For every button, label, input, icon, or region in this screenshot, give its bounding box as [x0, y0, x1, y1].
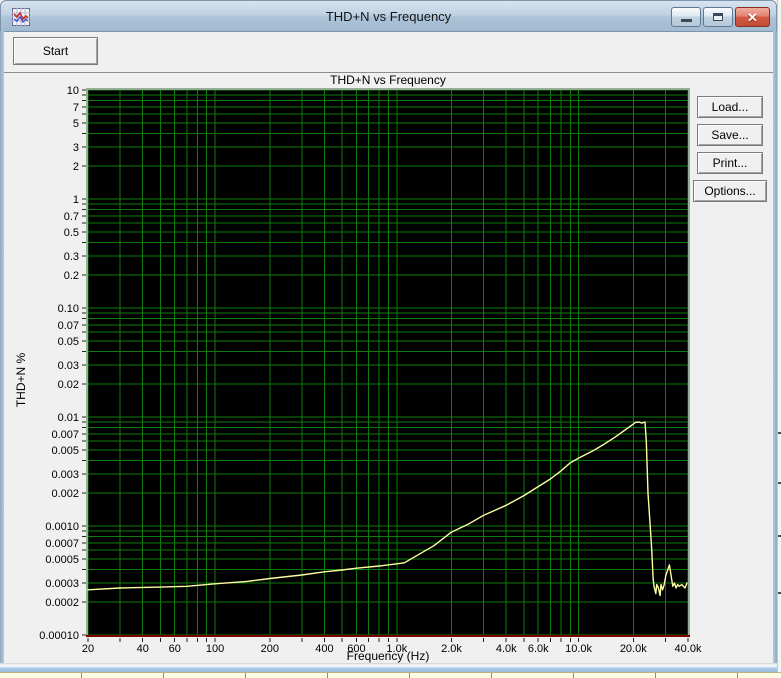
- load-button[interactable]: Load...: [697, 96, 763, 118]
- y-tick-label: 0.0002: [45, 597, 79, 609]
- x-tick-label: 60: [169, 643, 181, 655]
- start-button[interactable]: Start: [13, 37, 98, 65]
- save-button[interactable]: Save...: [697, 124, 763, 146]
- y-tick-label: 0.03: [58, 360, 79, 372]
- y-tick-label: 0.01: [58, 412, 79, 424]
- y-tick-label: 5: [73, 118, 79, 130]
- minimize-icon: [680, 18, 692, 22]
- grid-lines: [87, 89, 689, 636]
- x-tick-label: 200: [261, 643, 279, 655]
- bg-window-tick: [778, 432, 781, 434]
- x-tick-label: 40: [137, 643, 149, 655]
- y-tick-label: 0.5: [64, 227, 79, 239]
- x-tick-label: 400: [315, 643, 333, 655]
- x-tick-label: 4.0k: [496, 643, 517, 655]
- background-window-bottom-edge: [0, 672, 781, 678]
- y-tick-label: 2: [73, 161, 79, 173]
- close-button[interactable]: ✕: [735, 7, 770, 27]
- maximize-button[interactable]: [703, 7, 733, 27]
- x-tick-label: 2.0k: [441, 643, 462, 655]
- window-controls: ✕: [671, 7, 770, 27]
- window-title: THD+N vs Frequency: [325, 9, 452, 24]
- title-bar[interactable]: THD+N vs Frequency ✕: [0, 0, 777, 32]
- y-tick-label: 0.005: [51, 445, 79, 457]
- plot-border: [86, 88, 690, 637]
- minimize-button[interactable]: [671, 7, 701, 27]
- y-tick-label: 7: [73, 102, 79, 114]
- chart-title: THD+N vs Frequency: [330, 73, 446, 87]
- window-border-right: [773, 31, 777, 665]
- y-tick-label: 0.0003: [45, 578, 79, 590]
- y-tick-label: 10: [67, 85, 79, 97]
- bg-window-tick: [778, 535, 781, 537]
- y-tick-label: 0.007: [51, 429, 79, 441]
- window-border-left: [0, 31, 4, 665]
- y-tick-label: 0.0007: [45, 538, 79, 550]
- print-button[interactable]: Print...: [697, 152, 763, 174]
- bg-window-tick: [778, 482, 781, 484]
- options-button[interactable]: Options...: [693, 180, 767, 202]
- y-tick-label: 1: [73, 194, 79, 206]
- y-tick-label: 0.0010: [45, 521, 79, 533]
- toolbar: [4, 32, 773, 73]
- app-icon: [12, 8, 30, 26]
- x-tick-label: 10.0k: [565, 643, 592, 655]
- y-tick-label: 0.002: [51, 488, 79, 500]
- y-tick-label: 0.3: [64, 251, 79, 263]
- y-tick-label: 0.02: [58, 379, 79, 391]
- window-border-bottom: [0, 663, 777, 672]
- tick-marks: [82, 89, 689, 642]
- x-tick-label: 20.0k: [620, 643, 647, 655]
- x-tick-label: 6.0k: [528, 643, 549, 655]
- thdn-curve: [87, 421, 688, 597]
- x-tick-label: 40.0k: [675, 643, 702, 655]
- y-tick-label: 3: [73, 142, 79, 154]
- y-tick-label: 0.2: [64, 270, 79, 282]
- x-tick-label: 600: [347, 643, 365, 655]
- tick-labels: 10 7 5 3 2 1 0.7 0.5 0.3 0.2 0.10 0.07 0.05 0.03 0.02 0…: [39, 85, 702, 655]
- maximize-icon: [713, 13, 723, 21]
- y-tick-label: 0.07: [58, 320, 79, 332]
- y-tick-label: 0.00010: [39, 630, 79, 642]
- y-tick-label: 0.7: [64, 211, 79, 223]
- y-tick-label: 0.003: [51, 469, 79, 481]
- background-window-right-edge: [777, 0, 781, 678]
- y-tick-label: 0.05: [58, 336, 79, 348]
- bg-window-tick: [778, 592, 781, 594]
- x-tick-label: 100: [206, 643, 224, 655]
- x-axis-title: Frequency (Hz): [346, 649, 430, 663]
- y-tick-label: 0.0005: [45, 554, 79, 566]
- close-icon: ✕: [747, 9, 758, 25]
- x-tick-label: 20: [82, 643, 94, 655]
- y-tick-label: 0.10: [58, 303, 79, 315]
- x-tick-label: 1.0k: [386, 643, 407, 655]
